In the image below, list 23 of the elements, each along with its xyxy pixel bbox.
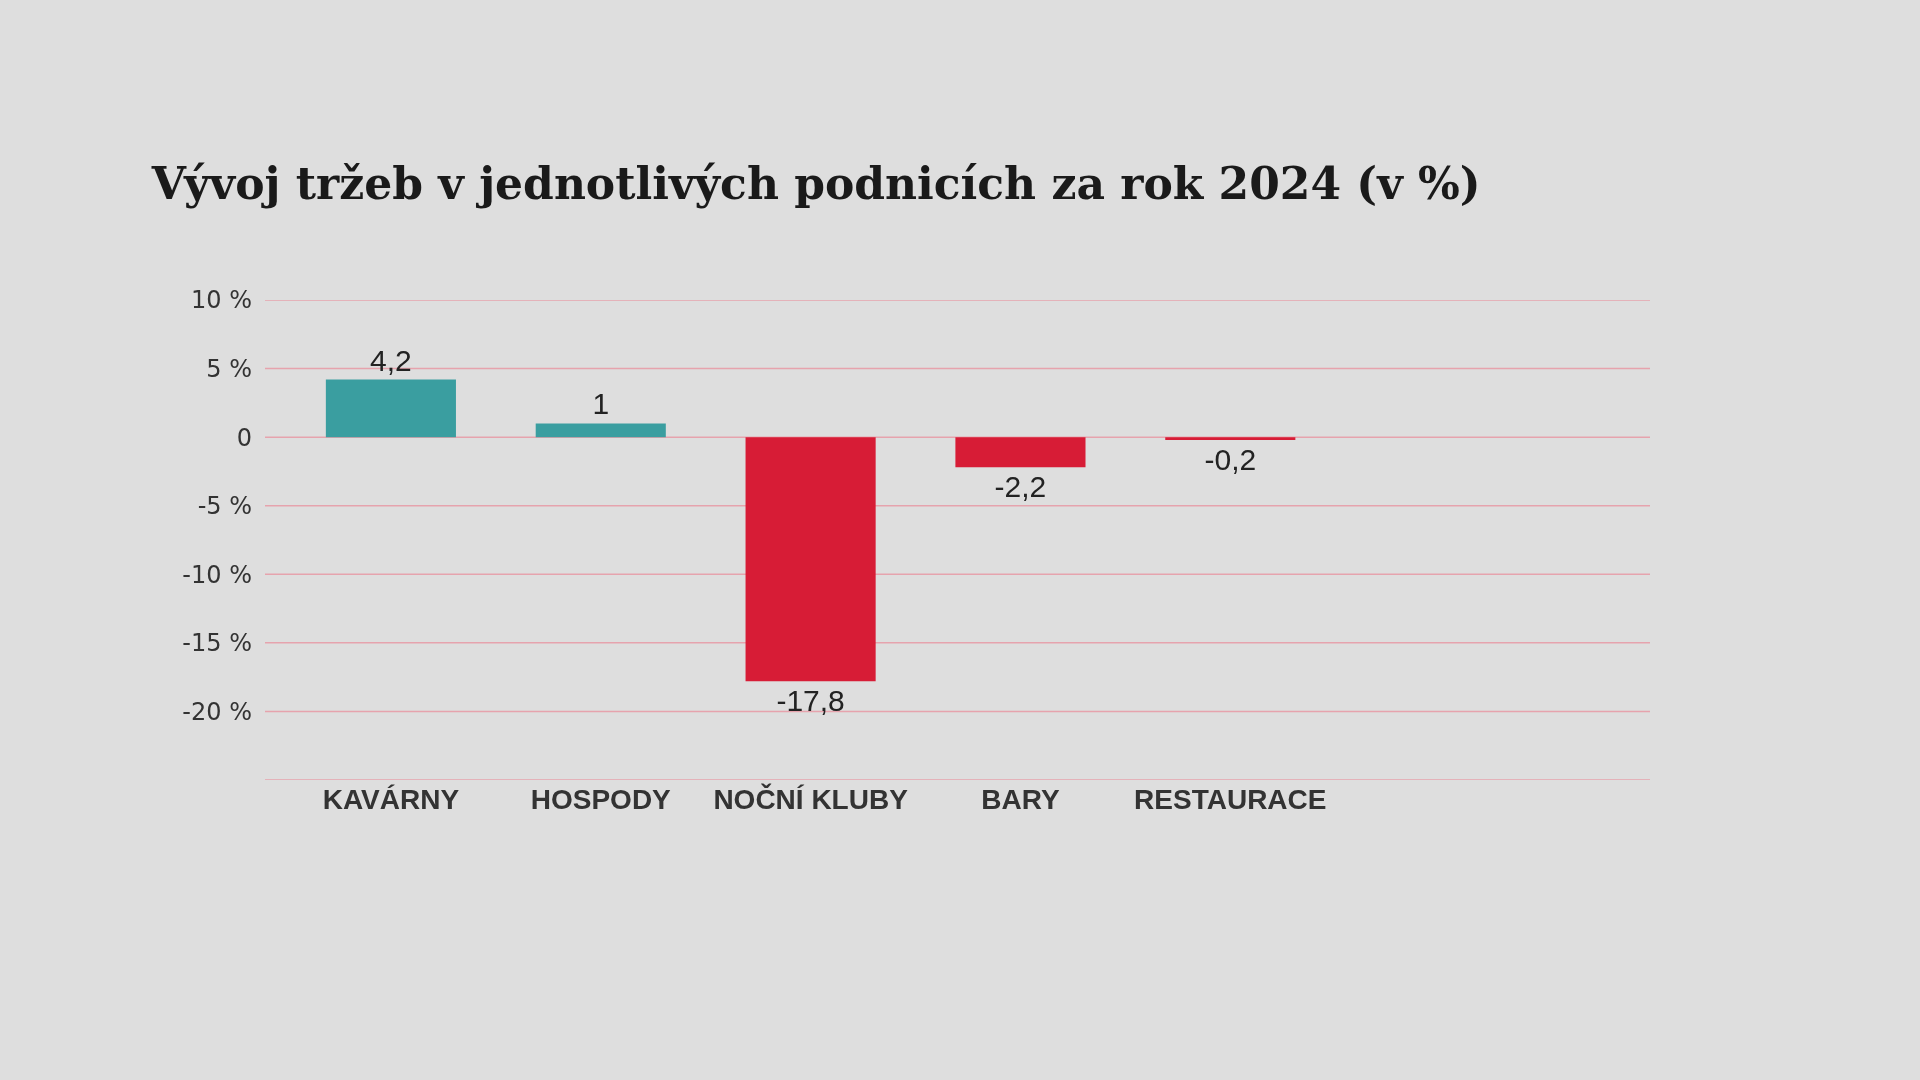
x-tick-label: HOSPODY bbox=[530, 784, 672, 815]
bar bbox=[325, 379, 456, 438]
chart-title: Vývoj tržeb v jednotlivých podnicích za rok 2024 (v %) bbox=[150, 158, 1481, 209]
y-tick-label: 5 % bbox=[206, 354, 252, 383]
y-tick-label: -10 % bbox=[182, 560, 252, 589]
y-tick-label: 0 bbox=[236, 423, 252, 452]
bar bbox=[955, 437, 1086, 468]
y-tick-label: -15 % bbox=[182, 629, 252, 658]
bar bbox=[745, 437, 876, 682]
data-label: 1 bbox=[592, 387, 610, 421]
x-tick-label: BARY bbox=[981, 784, 1060, 815]
data-label: -17,8 bbox=[776, 684, 845, 718]
bar bbox=[1165, 437, 1296, 440]
bar bbox=[535, 423, 666, 438]
x-tick-label: NOČNÍ KLUBY bbox=[713, 783, 909, 815]
y-tick-label: -20 % bbox=[182, 697, 252, 726]
data-label: -0,2 bbox=[1204, 442, 1257, 476]
x-tick-label: KAVÁRNY bbox=[322, 784, 460, 815]
data-label: -2,2 bbox=[994, 470, 1047, 504]
x-tick-label: RESTAURACE bbox=[1134, 784, 1327, 815]
data-label: 4,2 bbox=[370, 343, 412, 377]
y-tick-label: -5 % bbox=[197, 492, 252, 521]
y-tick-label: 10 % bbox=[191, 286, 252, 315]
